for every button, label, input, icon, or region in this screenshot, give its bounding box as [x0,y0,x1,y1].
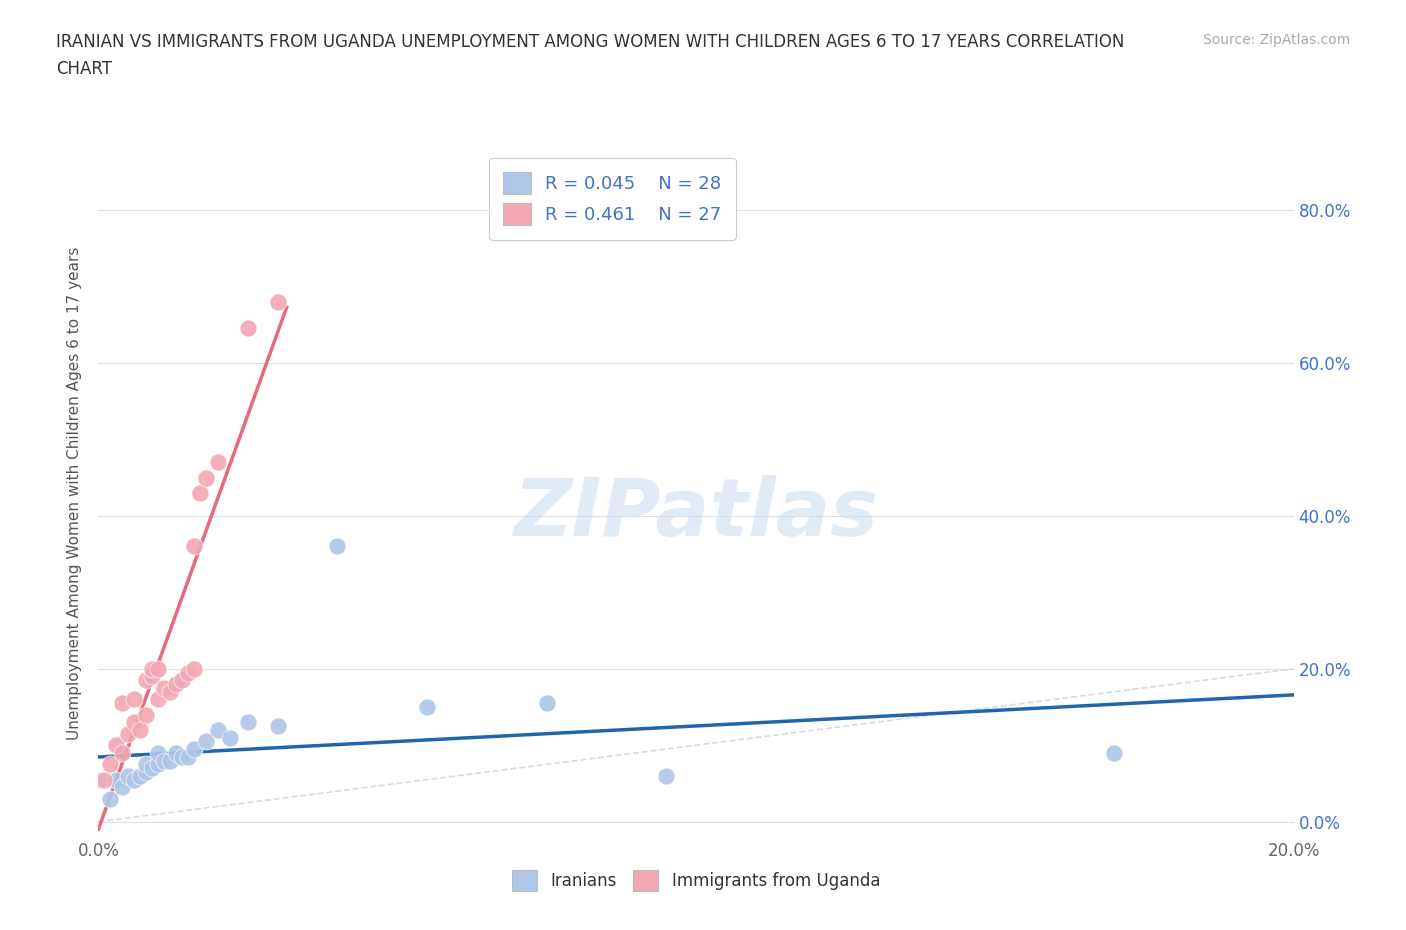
Y-axis label: Unemployment Among Women with Children Ages 6 to 17 years: Unemployment Among Women with Children A… [67,246,83,739]
Point [267,719,290,734]
Point [188,485,211,500]
Point [195,734,218,749]
Point [124,715,146,730]
Point [135,707,157,722]
Point [100,757,122,772]
Point [141,761,163,776]
Point [100,791,122,806]
Point [135,757,157,772]
Point [183,741,205,756]
Point [655,768,678,783]
Point [326,539,349,554]
Point [416,699,439,714]
Point [117,768,139,783]
Point [1104,746,1126,761]
Point [148,692,170,707]
Point [183,661,205,676]
Point [135,672,157,687]
Point [177,665,200,680]
Point [93,772,115,787]
Point [177,750,200,764]
Point [129,723,152,737]
Point [183,539,205,554]
Text: CHART: CHART [56,60,112,78]
Point [207,455,229,470]
Point [111,746,134,761]
Point [111,780,134,795]
Point [117,726,139,741]
Point [141,669,163,684]
Legend: Iranians, Immigrants from Uganda: Iranians, Immigrants from Uganda [505,864,887,897]
Point [124,692,146,707]
Point [172,750,194,764]
Point [195,471,218,485]
Point [87,772,110,787]
Point [159,684,181,699]
Point [219,730,242,745]
Point [124,772,146,787]
Point [267,294,290,309]
Point [129,768,152,783]
Point [236,321,259,336]
Point [111,696,134,711]
Point [105,737,128,752]
Point [141,661,163,676]
Point [153,753,176,768]
Point [135,764,157,779]
Point [159,753,181,768]
Point [148,661,170,676]
Point [165,677,187,692]
Point [172,672,194,687]
Text: Source: ZipAtlas.com: Source: ZipAtlas.com [1202,33,1350,46]
Point [165,746,187,761]
Point [236,715,259,730]
Point [536,696,558,711]
Point [207,723,229,737]
Text: IRANIAN VS IMMIGRANTS FROM UGANDA UNEMPLOYMENT AMONG WOMEN WITH CHILDREN AGES 6 : IRANIAN VS IMMIGRANTS FROM UGANDA UNEMPL… [56,33,1125,50]
Point [153,681,176,696]
Point [148,757,170,772]
Point [148,746,170,761]
Text: ZIPatlas: ZIPatlas [513,474,879,552]
Point [105,772,128,787]
